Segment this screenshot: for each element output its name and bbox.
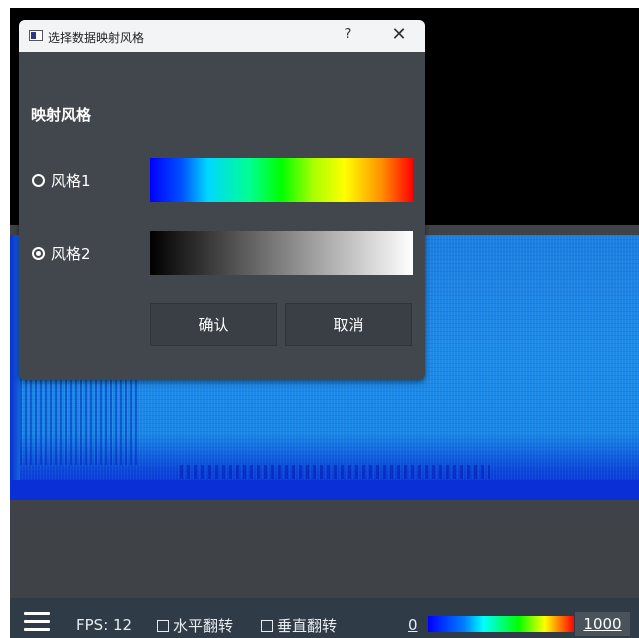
heatmap-bottom-band <box>10 480 639 500</box>
flip-vertical-label: 垂直翻转 <box>277 617 338 635</box>
fps-label: FPS: 12 <box>76 616 133 634</box>
flip-horizontal-checkbox[interactable]: 水平翻转 <box>157 615 233 636</box>
mapping-style-dialog: 选择数据映射风格 ? ✕ 映射风格 风格1 风格2 确认 取消 <box>19 20 425 380</box>
dialog-titlebar: 选择数据映射风格 ? ✕ <box>19 20 425 52</box>
style-1-radio[interactable]: 风格1 <box>32 168 112 192</box>
heatmap-texture-bottom <box>180 465 490 479</box>
range-max-field[interactable]: 1000 <box>575 612 630 636</box>
hamburger-menu-icon[interactable] <box>24 612 50 632</box>
flip-horizontal-label: 水平翻转 <box>173 617 234 635</box>
window-icon <box>29 30 43 41</box>
confirm-button[interactable]: 确认 <box>150 303 277 346</box>
grayscale-gradient-swatch[interactable] <box>150 231 413 275</box>
rainbow-gradient-swatch[interactable] <box>150 158 413 202</box>
style-2-radio[interactable]: 风格2 <box>32 241 112 265</box>
dialog-title: 选择数据映射风格 <box>48 31 145 45</box>
checkbox-box[interactable] <box>157 619 169 632</box>
help-button[interactable]: ? <box>344 27 352 42</box>
checkbox-box[interactable] <box>261 619 273 632</box>
flip-vertical-checkbox[interactable]: 垂直翻转 <box>261 615 337 636</box>
close-button[interactable]: ✕ <box>391 24 407 45</box>
cancel-button[interactable]: 取消 <box>285 303 412 346</box>
heatmap-left-edge <box>10 235 20 500</box>
radio-checked-icon[interactable] <box>32 246 45 260</box>
color-scale-bar <box>428 616 574 632</box>
radio-circle-icon[interactable] <box>32 173 45 187</box>
range-min-value[interactable]: 0 <box>408 616 418 634</box>
heatmap-texture <box>20 375 140 465</box>
style-2-label: 风格2 <box>51 244 91 263</box>
mapping-style-heading: 映射风格 <box>31 106 92 124</box>
style-1-label: 风格1 <box>51 171 91 190</box>
bottom-toolbar: FPS: 12 水平翻转 垂直翻转 0 1000 <box>10 598 639 638</box>
